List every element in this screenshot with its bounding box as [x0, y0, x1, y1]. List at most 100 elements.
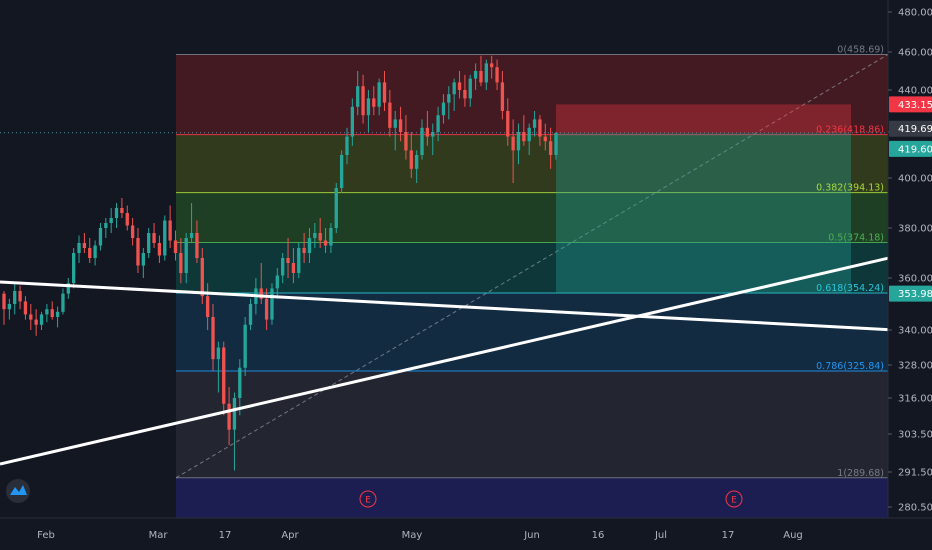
price-tick-label: 291.50: [898, 468, 932, 479]
price-tick-label: 316.00: [898, 394, 932, 405]
price-tick-label: 440.00: [898, 86, 932, 97]
earnings-marker[interactable]: E: [359, 490, 377, 508]
tradingview-logo-icon[interactable]: [6, 479, 30, 503]
candle-body: [98, 228, 103, 246]
candle-body: [318, 233, 322, 241]
candle-body: [409, 150, 413, 169]
price-tick-label: 380.00: [898, 224, 932, 235]
candle-body: [457, 82, 462, 90]
price-tag[interactable]: [889, 285, 932, 302]
candle-body: [527, 127, 531, 142]
candle-body: [361, 86, 365, 116]
candle-body: [500, 82, 505, 111]
candle-body: [88, 248, 92, 258]
candle-body: [114, 208, 119, 218]
candle-body: [463, 90, 467, 99]
candle-body: [13, 291, 17, 304]
candle-body: [7, 304, 12, 310]
candle-body: [205, 296, 210, 317]
candle-body: [147, 233, 151, 253]
price-tag-text: 419.69: [898, 124, 932, 135]
candle-body: [302, 248, 306, 253]
fib-zone-0: [176, 54, 888, 135]
candle-body: [243, 324, 247, 368]
time-tick-label: Feb: [37, 530, 55, 541]
candle-body: [490, 63, 494, 68]
candle-body: [479, 71, 483, 83]
candle-body: [323, 240, 328, 246]
price-tick-label: 328.00: [898, 361, 932, 372]
fib-trendline[interactable]: [175, 54, 889, 479]
candle-body: [313, 233, 317, 238]
candle-body: [248, 304, 253, 325]
candle-body: [281, 258, 285, 276]
trend-lines[interactable]: [0, 246, 932, 466]
candle-body: [125, 213, 129, 226]
candle-body: [431, 132, 435, 137]
candle-body: [297, 248, 301, 273]
fib-label-0-236: 0.236(418.86): [816, 125, 884, 136]
candle-body: [200, 258, 204, 297]
candle-body: [50, 309, 54, 317]
price-tag[interactable]: [889, 120, 932, 137]
trend-line-descending[interactable]: [0, 280, 932, 334]
candle-body: [425, 127, 430, 137]
fib-retracement-zones[interactable]: [175, 53, 889, 518]
candle-body: [195, 233, 199, 258]
position-stop-zone[interactable]: [556, 104, 851, 133]
trend-line-ascending[interactable]: [0, 246, 932, 466]
candle-body: [216, 347, 221, 360]
time-tick-label: Jul: [654, 530, 667, 541]
candle-body: [152, 233, 156, 243]
price-axis-bg: [888, 0, 932, 518]
candle-body: [393, 119, 397, 128]
candle-body: [173, 240, 178, 253]
candle-body: [516, 132, 521, 151]
earnings-label: E: [365, 496, 371, 506]
fib-level-labels: 0(458.69) 0.236(418.86) 0.382(394.13) 0.5(3…: [816, 44, 884, 478]
fib-label-0-5: 0.5(374.18): [828, 233, 884, 244]
candle-body: [436, 115, 440, 132]
price-tick-label: 480.00: [898, 8, 932, 19]
candle-body: [72, 253, 76, 284]
candle-body: [372, 98, 376, 107]
candles: [2, 55, 558, 471]
candle-body: [339, 155, 344, 188]
price-tag-text: 419.60: [898, 144, 932, 155]
price-tick-label: 340.00: [898, 326, 932, 337]
price-tick-label: 280.50: [898, 503, 932, 514]
candle-body: [77, 243, 81, 253]
price-axis[interactable]: 480.00460.00440.00420.00400.00380.00360.…: [887, 0, 932, 518]
candle-body: [468, 78, 472, 99]
candle-body: [120, 208, 124, 213]
time-tick-label: Apr: [281, 530, 299, 541]
position-tool[interactable]: [556, 104, 851, 294]
fib-label-0-382: 0.382(394.13): [816, 183, 884, 194]
time-tick-label: 16: [592, 530, 605, 541]
candle-body: [350, 106, 355, 137]
candle-body: [232, 398, 237, 430]
candle-body: [420, 127, 424, 155]
price-tag[interactable]: [889, 96, 932, 113]
time-axis[interactable]: Feb Mar 17 Apr May Jun 16 Jul 17 Aug: [0, 517, 932, 550]
price-tag-text: 353.98: [898, 289, 932, 300]
candle-body: [45, 309, 49, 315]
earnings-marker[interactable]: E: [725, 490, 743, 508]
fib-label-0-618: 0.618(354.24): [816, 283, 884, 294]
candle-body: [66, 283, 70, 294]
candle-body: [163, 220, 167, 256]
time-tick-label: Jun: [523, 530, 540, 541]
fib-label-1: 1(289.68): [837, 468, 884, 479]
logo-mark: [10, 485, 27, 495]
candle-body: [473, 71, 478, 79]
price-tag[interactable]: [889, 140, 932, 157]
position-target-zone[interactable]: [556, 132, 851, 294]
price-tag-text: 433.15: [898, 100, 932, 111]
candle-body: [307, 238, 312, 253]
candle-body: [157, 243, 162, 256]
candle-body: [356, 86, 360, 107]
price-tick-label: 460.00: [898, 48, 932, 59]
candle-body: [329, 228, 333, 246]
fib-zone-2: [176, 192, 888, 243]
